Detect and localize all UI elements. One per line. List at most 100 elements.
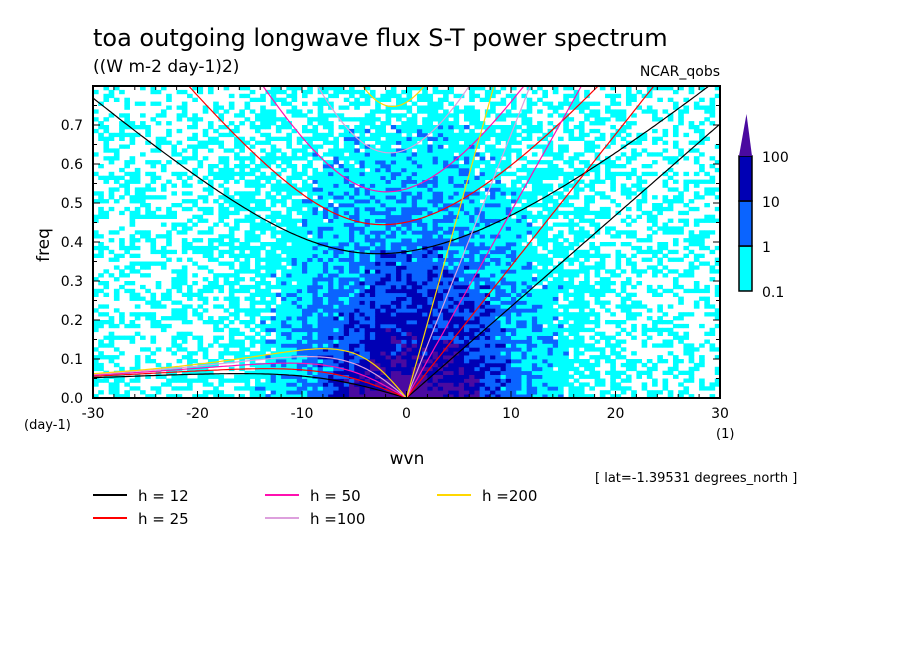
spectrum-cell [375, 203, 381, 208]
spectrum-cell [317, 144, 324, 149]
spectrum-cell [505, 300, 512, 305]
spectrum-cell [343, 140, 350, 145]
spectrum-cell [458, 370, 465, 375]
spectrum-cell [416, 261, 423, 266]
spectrum-cell [312, 117, 319, 122]
spectrum-cell [281, 339, 287, 344]
spectrum-cell [484, 257, 491, 262]
spectrum-cell [317, 292, 324, 297]
spectrum-cell [160, 167, 167, 173]
spectrum-cell [500, 164, 507, 169]
spectrum-cell [286, 261, 292, 266]
spectrum-cell [302, 89, 308, 95]
spectrum-cell [140, 234, 146, 239]
spectrum-cell [511, 222, 517, 227]
spectrum-cell [474, 370, 481, 375]
spectrum-cell [511, 148, 517, 153]
spectrum-cell [542, 390, 548, 395]
spectrum-cell [396, 347, 402, 352]
spectrum-cell [458, 164, 465, 169]
spectrum-cell [406, 288, 413, 294]
spectrum-cell [406, 316, 413, 321]
spectrum-cell [145, 312, 151, 317]
spectrum-cell [511, 230, 517, 235]
spectrum-cell [463, 117, 470, 122]
spectrum-cell [328, 273, 334, 278]
spectrum-cell [537, 394, 543, 398]
spectrum-cell [343, 128, 350, 134]
spectrum-cell [453, 245, 460, 251]
spectrum-cell [375, 351, 381, 356]
spectrum-cell [422, 390, 428, 395]
spectrum-cell [547, 144, 554, 149]
spectrum-cell [443, 394, 449, 398]
spectrum-cell [422, 265, 428, 270]
spectrum-cell [375, 386, 381, 391]
spectrum-cell [526, 316, 533, 321]
spectrum-cell [181, 89, 188, 95]
spectrum-cell [218, 167, 225, 173]
spectrum-cell [239, 351, 245, 356]
spectrum-cell [542, 167, 548, 173]
spectrum-cell [364, 316, 371, 321]
spectrum-cell [542, 308, 548, 313]
spectrum-cell [505, 191, 512, 196]
spectrum-cell [369, 316, 376, 321]
spectrum-cell [364, 390, 371, 395]
spectrum-cell [416, 273, 423, 278]
spectrum-cell [516, 226, 522, 231]
spectrum-cell [516, 234, 522, 239]
spectrum-cell [302, 210, 308, 216]
spectrum-cell [396, 234, 402, 239]
spectrum-cell [265, 394, 272, 398]
spectrum-cell [129, 253, 136, 258]
spectrum-cell [380, 351, 386, 356]
spectrum-cell [380, 218, 386, 223]
spectrum-cell [281, 288, 287, 294]
spectrum-cell [500, 242, 507, 247]
spectrum-cell [453, 140, 460, 145]
spectrum-cell [369, 355, 376, 360]
spectrum-cell [181, 269, 188, 274]
spectrum-cell [312, 281, 319, 286]
spectrum-cell [333, 316, 339, 321]
spectrum-cell [328, 362, 334, 368]
spectrum-cell [145, 195, 151, 200]
spectrum-cell [187, 125, 193, 130]
spectrum-cell [307, 316, 313, 321]
spectrum-cell [500, 191, 507, 196]
spectrum-cell [296, 206, 303, 212]
spectrum-cell [364, 175, 371, 180]
spectrum-cell [443, 230, 449, 235]
spectrum-cell [437, 327, 444, 333]
spectrum-cell [469, 183, 475, 188]
spectrum-cell [385, 152, 392, 157]
spectrum-cell [254, 386, 261, 391]
spectrum-cell [385, 261, 392, 266]
spectrum-cell [500, 269, 507, 274]
spectrum-cell [307, 366, 313, 372]
spectrum-cell [416, 191, 423, 196]
spectrum-cell [427, 160, 434, 165]
spectrum-cell [322, 175, 329, 180]
spectrum-cell [249, 136, 256, 141]
spectrum-cell [547, 160, 554, 165]
spectrum-cell [469, 394, 475, 398]
spectrum-cell [234, 304, 240, 309]
spectrum-cell [531, 191, 538, 196]
spectrum-cell [265, 382, 272, 387]
spectrum-cell [197, 292, 204, 297]
spectrum-cell [463, 335, 470, 340]
spectrum-cell [511, 128, 517, 134]
spectrum-cell [302, 277, 308, 282]
spectrum-cell [458, 249, 465, 255]
spectrum-cell [291, 386, 298, 391]
spectrum-cell [458, 304, 465, 309]
spectrum-cell [291, 203, 298, 208]
spectrum-cell [375, 362, 381, 368]
spectrum-cell [432, 288, 439, 294]
spectrum-cell [463, 347, 470, 352]
spectrum-cell [171, 191, 177, 196]
spectrum-cell [239, 144, 245, 149]
spectrum-cell [322, 394, 329, 398]
